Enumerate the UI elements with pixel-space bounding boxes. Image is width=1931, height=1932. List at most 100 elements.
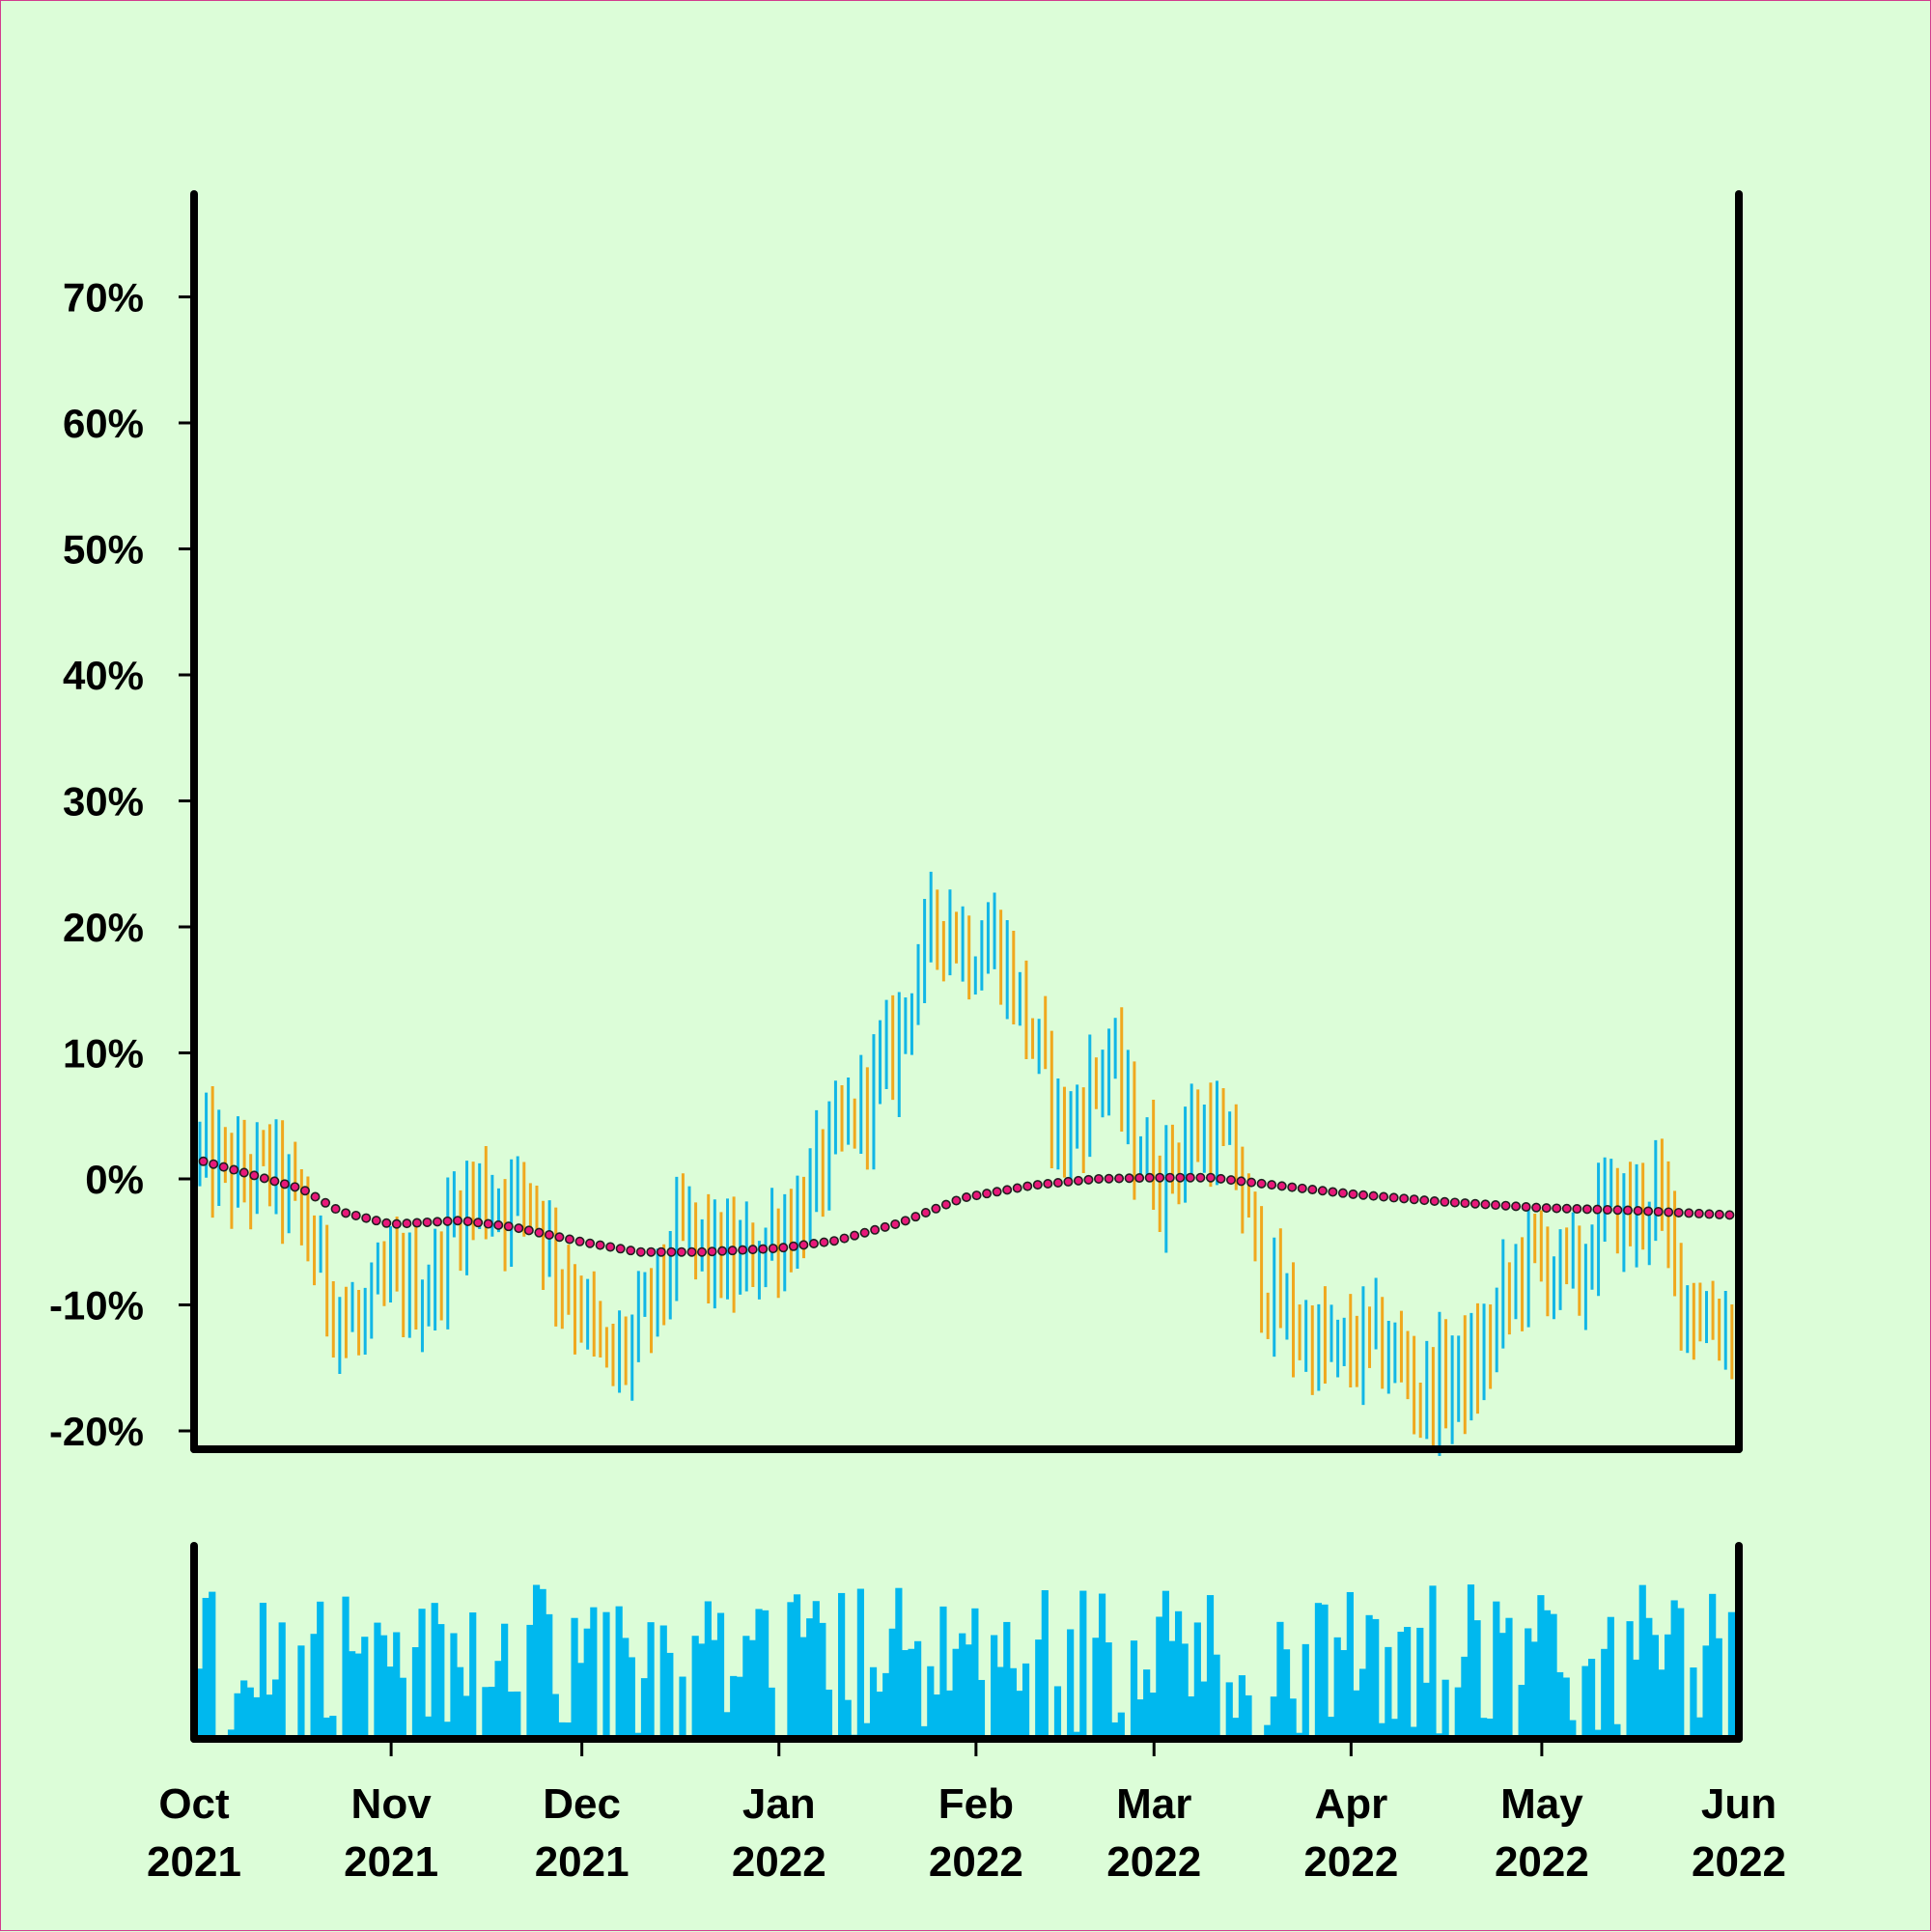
- volume-bar: [1423, 1683, 1430, 1739]
- volume-bar: [552, 1694, 559, 1739]
- axes-group: [179, 194, 1739, 1756]
- volume-bar: [400, 1678, 406, 1739]
- volume-bar: [374, 1623, 380, 1739]
- volume-bar: [857, 1589, 864, 1739]
- x-tick-month: Jun: [1701, 1780, 1777, 1828]
- trend-point: [830, 1237, 838, 1245]
- trend-point: [575, 1238, 583, 1246]
- trend-point: [851, 1231, 858, 1239]
- trend-point: [1583, 1205, 1591, 1213]
- trend-point: [484, 1219, 491, 1227]
- trend-point: [627, 1246, 634, 1254]
- volume-bar: [622, 1638, 629, 1739]
- volume-bar: [457, 1667, 463, 1739]
- volume-bar: [953, 1649, 960, 1739]
- volume-bar: [1042, 1590, 1049, 1739]
- trend-point: [1716, 1211, 1723, 1218]
- volume-bar: [1003, 1622, 1010, 1739]
- trend-point: [1329, 1188, 1336, 1195]
- trend-point: [1257, 1180, 1265, 1188]
- trend-point: [1308, 1186, 1316, 1193]
- volume-bar: [711, 1640, 717, 1739]
- trend-point: [1145, 1174, 1153, 1182]
- trend-point: [351, 1212, 359, 1219]
- volume-bar: [1665, 1635, 1671, 1739]
- volume-bar: [387, 1666, 394, 1739]
- volume-bar: [705, 1601, 712, 1739]
- volume-bar: [616, 1607, 623, 1739]
- volume-bar: [1702, 1645, 1709, 1739]
- volume-bar: [297, 1645, 304, 1739]
- volume-bar: [1175, 1611, 1182, 1739]
- x-axis-labels: Oct2021Nov2021Dec2021Jan2022Feb2022Mar20…: [147, 1780, 1786, 1886]
- trend-point: [270, 1177, 278, 1185]
- trend-point: [718, 1246, 726, 1254]
- x-tick-month: Apr: [1314, 1780, 1387, 1828]
- trend-point: [1705, 1210, 1713, 1218]
- volume-bar: [895, 1588, 902, 1739]
- trend-point: [739, 1246, 746, 1253]
- volume-bar: [1455, 1688, 1462, 1739]
- trend-point: [658, 1247, 665, 1255]
- volume-bar: [1728, 1612, 1735, 1739]
- volume-bar: [1544, 1610, 1551, 1739]
- volume-bar: [762, 1610, 769, 1739]
- volume-bar: [1302, 1644, 1309, 1739]
- trend-point: [1105, 1175, 1112, 1183]
- trend-point: [261, 1174, 268, 1182]
- trend-point: [281, 1180, 289, 1188]
- x-tick-year: 2021: [344, 1838, 438, 1886]
- ohlc-bars-group: [200, 872, 1738, 1456]
- x-tick-year: 2022: [1303, 1838, 1398, 1886]
- volume-bar: [641, 1678, 648, 1739]
- trend-point: [463, 1218, 471, 1225]
- volume-bar: [692, 1636, 699, 1739]
- trend-point: [1013, 1184, 1021, 1191]
- volume-bar: [311, 1634, 318, 1739]
- x-tick-year: 2021: [147, 1838, 241, 1886]
- trend-point: [698, 1247, 706, 1255]
- volume-bar: [1035, 1639, 1042, 1739]
- volume-bar: [1143, 1669, 1150, 1739]
- trend-point: [373, 1217, 380, 1224]
- trend-point: [555, 1233, 563, 1241]
- trend-point: [322, 1199, 329, 1207]
- trend-point: [1481, 1200, 1489, 1208]
- trend-point: [515, 1224, 522, 1232]
- trend-point: [505, 1222, 513, 1230]
- trend-point: [1044, 1180, 1051, 1188]
- volume-bar: [717, 1613, 724, 1739]
- trend-point: [891, 1220, 899, 1228]
- trend-point: [993, 1188, 1000, 1195]
- trend-point: [810, 1240, 818, 1247]
- trend-point: [1196, 1173, 1204, 1181]
- trend-point: [667, 1247, 675, 1255]
- trend-point: [1624, 1206, 1632, 1214]
- volume-bar: [1105, 1642, 1112, 1739]
- volume-bar: [1359, 1668, 1366, 1739]
- trend-point: [1359, 1191, 1367, 1199]
- volume-bar: [240, 1680, 247, 1739]
- volume-bar: [679, 1677, 686, 1739]
- trend-point: [1115, 1174, 1123, 1182]
- trend-point: [799, 1241, 807, 1248]
- trend-point: [1593, 1205, 1601, 1213]
- trend-point: [474, 1218, 482, 1226]
- y-tick-label: 60%: [63, 401, 144, 446]
- trend-point: [637, 1247, 645, 1255]
- volume-bar: [1633, 1660, 1639, 1739]
- volume-bar: [1290, 1698, 1297, 1739]
- trend-point: [1644, 1207, 1652, 1215]
- trend-point: [678, 1247, 686, 1255]
- volume-bar: [526, 1625, 533, 1739]
- volume-bar: [1131, 1640, 1137, 1739]
- volume-bar: [908, 1649, 914, 1739]
- trend-point: [871, 1226, 879, 1234]
- trend-point: [1553, 1204, 1560, 1212]
- volume-bar: [272, 1679, 279, 1739]
- trend-point: [1227, 1176, 1235, 1184]
- x-tick-month: Oct: [158, 1780, 230, 1828]
- volume-bar: [342, 1597, 349, 1739]
- volume-bar: [1416, 1628, 1423, 1739]
